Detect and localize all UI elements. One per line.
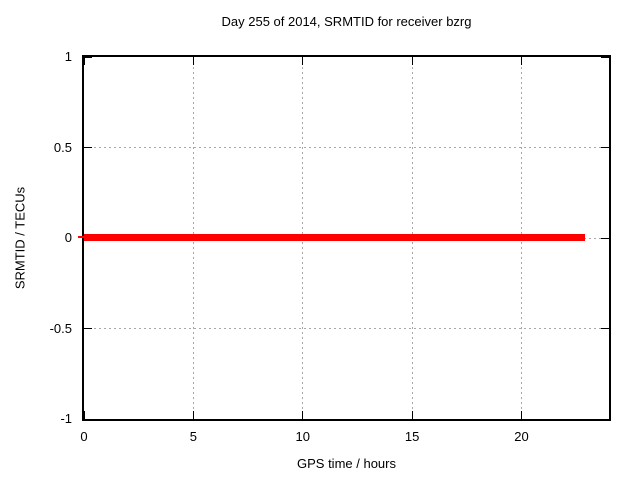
y-tick-label: -0.5 (49, 320, 72, 336)
tick-mark-x-bottom (411, 411, 413, 419)
tick-mark-x-top (411, 57, 413, 65)
tick-mark-x-bottom (83, 411, 85, 419)
x-tick-label: 10 (295, 429, 310, 444)
tick-mark-y-left (84, 56, 92, 58)
tick-mark-x-bottom (521, 411, 522, 419)
y-tick-label: -1 (60, 411, 72, 426)
y-tick-label: 0 (64, 230, 72, 245)
tick-mark-x-top (83, 57, 85, 65)
tick-mark-y-right (601, 237, 609, 239)
series-line-srmtid (84, 233, 585, 241)
plot-area (82, 55, 611, 421)
tick-mark-x-top (521, 57, 522, 65)
tick-mark-x-bottom (302, 411, 304, 419)
tick-mark-x-top (192, 57, 194, 65)
tick-mark-y-left (84, 328, 92, 329)
tick-mark-y-left (84, 147, 92, 148)
x-tick-label: 0 (80, 429, 88, 444)
tick-mark-y-right (601, 328, 609, 329)
tick-mark-x-top (302, 57, 304, 65)
tick-mark-y-left (84, 418, 92, 420)
x-tick-label: 20 (514, 429, 529, 444)
tick-mark-y-right (601, 147, 609, 148)
x-axis-label: GPS time / hours (297, 456, 396, 471)
x-tick-label: 5 (189, 429, 197, 444)
chart-title: Day 255 of 2014, SRMTID for receiver bzr… (221, 14, 472, 29)
series-line-cap (78, 236, 84, 238)
tick-mark-y-right (601, 56, 609, 58)
gridline-y (84, 328, 609, 329)
y-tick-label: 1 (64, 49, 72, 64)
y-tick-label: 0.5 (53, 139, 72, 155)
tick-mark-x-bottom (192, 411, 194, 419)
x-tick-label: 15 (404, 429, 420, 444)
gridline-y (84, 147, 609, 148)
tick-mark-y-right (601, 418, 609, 420)
